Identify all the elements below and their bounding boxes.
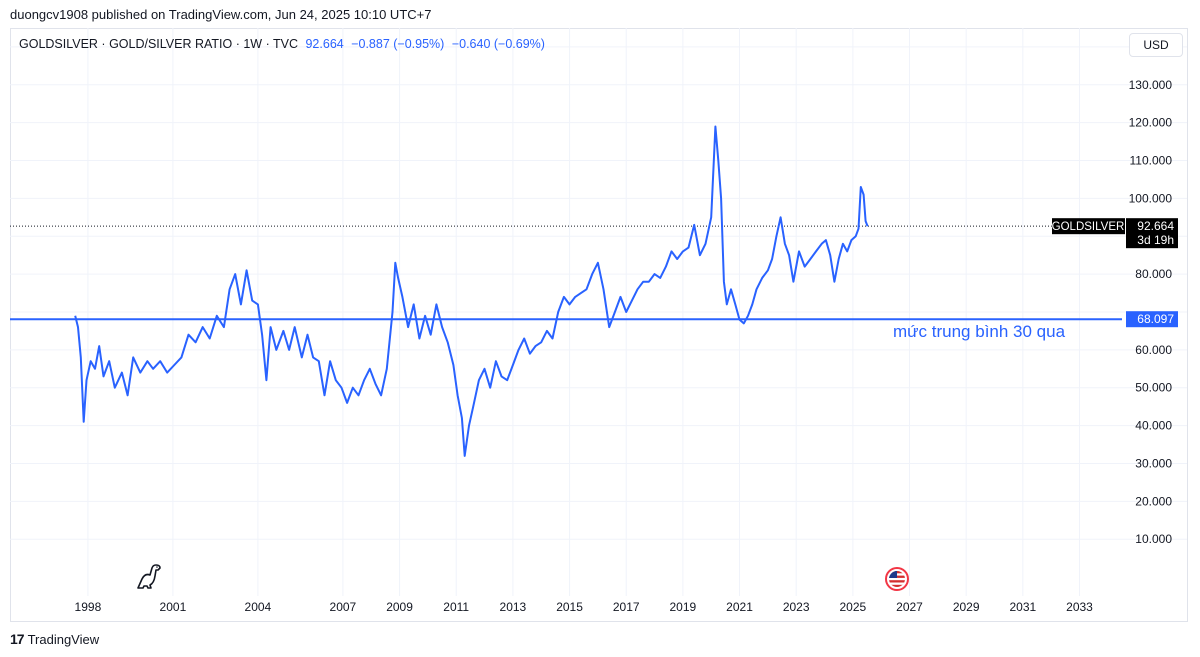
currency-button[interactable]: USD	[1129, 33, 1183, 57]
brand-name: TradingView	[27, 631, 100, 647]
chart-legend[interactable]: GOLDSILVER · GOLD/SILVER RATIO · 1W · TV…	[19, 37, 545, 51]
mean-line-annotation: mức trung bình 30 qua	[893, 322, 1066, 341]
change-value: −0.887 (−0.95%)	[351, 37, 445, 51]
x-axis: 1998 2001 2004 2007 2009 2011 2013 2015 2017 2019…	[75, 600, 1094, 614]
y-tick-label: 130.000	[1129, 78, 1173, 92]
x-tick-label: 2025	[840, 600, 867, 614]
change-value-2: −0.640 (−0.69%)	[451, 37, 545, 51]
x-tick-label: 2011	[443, 600, 469, 614]
symbol-info: GOLDSILVER · GOLD/SILVER RATIO · 1W · TV…	[19, 37, 298, 51]
y-tick-label: 80.000	[1135, 267, 1172, 281]
x-tick-label: 1998	[75, 600, 102, 614]
tradingview-logo-icon: 17	[10, 631, 25, 647]
x-tick-label: 2015	[556, 600, 583, 614]
x-tick-label: 2031	[1009, 600, 1036, 614]
x-tick-label: 2027	[896, 600, 923, 614]
bar-countdown: 3d 19h	[1137, 233, 1174, 247]
x-tick-label: 2023	[783, 600, 810, 614]
us-flag-icon[interactable]	[885, 567, 909, 591]
x-tick-label: 2004	[245, 600, 272, 614]
x-tick-label: 2001	[160, 600, 187, 614]
y-tick-label: 40.000	[1135, 419, 1172, 433]
x-tick-label: 2007	[330, 600, 357, 614]
grid	[10, 28, 1187, 596]
symbol-price-tag: GOLDSILVER	[1052, 218, 1125, 235]
y-tick-label: 30.000	[1135, 456, 1172, 470]
x-tick-label: 2019	[670, 600, 697, 614]
x-tick-label: 2021	[726, 600, 753, 614]
last-value: 92.664	[305, 37, 344, 51]
y-tick-label: 10.000	[1135, 532, 1172, 546]
mean-price-value: 68.097	[1137, 312, 1174, 326]
y-tick-label: 120.000	[1129, 116, 1173, 130]
y-tick-label: 20.000	[1135, 494, 1172, 508]
y-tick-label: 60.000	[1135, 343, 1172, 357]
y-axis: 10.000 20.000 30.000 40.000 50.000 60.000 80.0…	[1129, 40, 1173, 546]
publish-info: duongcv1908 published on TradingView.com…	[10, 7, 432, 22]
chart-frame	[10, 28, 1188, 622]
y-tick-label: 100.000	[1129, 191, 1173, 205]
x-tick-label: 2029	[953, 600, 980, 614]
tradingview-logo[interactable]: 17 TradingView	[10, 631, 99, 647]
y-tick-label: 110.000	[1130, 154, 1173, 168]
x-tick-label: 2017	[613, 600, 640, 614]
x-tick-label: 2009	[386, 600, 413, 614]
y-tick-label: 50.000	[1135, 381, 1172, 395]
last-price-label: 92.664 3d 19h	[1126, 218, 1178, 249]
price-series-line[interactable]	[74, 125, 869, 457]
mean-price-label: 68.097	[1126, 311, 1178, 328]
x-tick-label: 2013	[500, 600, 527, 614]
x-tick-label: 2033	[1066, 600, 1093, 614]
last-price-value: 92.664	[1137, 219, 1174, 233]
symbol-tag-label: GOLDSILVER	[1052, 221, 1125, 233]
dinosaur-icon	[137, 564, 161, 589]
